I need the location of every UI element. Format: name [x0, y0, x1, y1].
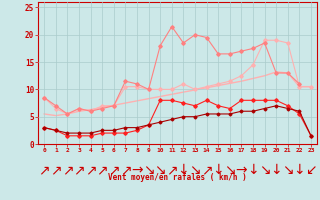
X-axis label: Vent moyen/en rafales ( km/h ): Vent moyen/en rafales ( km/h )	[108, 173, 247, 182]
